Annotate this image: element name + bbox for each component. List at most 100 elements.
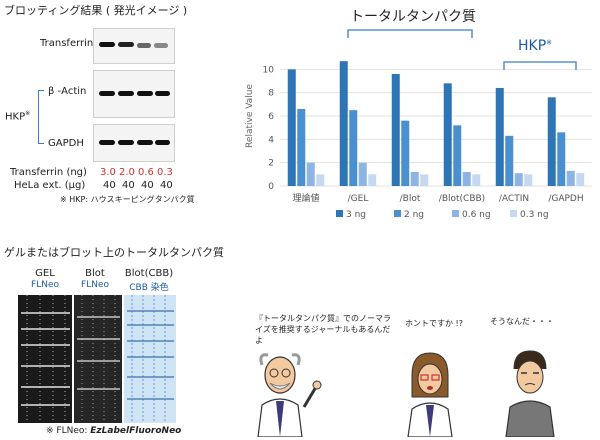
- lane-label-blot: Blot: [85, 268, 105, 279]
- bar: [462, 172, 471, 186]
- bar: [557, 132, 566, 186]
- bar: [443, 83, 452, 186]
- speech-woman: ホントですか !?: [405, 319, 463, 328]
- band: [137, 43, 151, 48]
- bar: [410, 172, 419, 186]
- bar: [453, 125, 462, 186]
- cbb-lanes: [127, 295, 174, 423]
- legend-label: 0.3 ng: [520, 210, 549, 220]
- blot-panel-actin: [93, 70, 175, 118]
- bar: [339, 61, 348, 186]
- lane-sub-blot: FLNeo: [81, 280, 109, 290]
- man-figure: [505, 350, 555, 437]
- blot-section-title: ブロッティング結果 ( 発光イメージ ): [4, 4, 188, 17]
- x-tick-label: /Blot(CBB): [439, 194, 485, 204]
- lane-sub-gel: FLNeo: [31, 280, 59, 290]
- x-tick-label: /GAPDH: [548, 194, 583, 204]
- bar: [287, 69, 296, 186]
- band: [118, 140, 134, 145]
- bar: [358, 162, 367, 186]
- band: [137, 140, 153, 145]
- x-tick-label: /GEL: [348, 194, 369, 204]
- bar: [524, 174, 533, 186]
- hela-value: 40: [160, 180, 173, 191]
- band: [154, 43, 168, 48]
- bar: [391, 74, 400, 186]
- band: [99, 91, 115, 96]
- bar: [420, 174, 429, 186]
- band: [118, 91, 134, 96]
- blot-panel-transferrin: [93, 28, 175, 64]
- row-label-transferrin: Transferrin: [40, 38, 94, 49]
- gel-section-title: ゲルまたはブロット上のトータルタンパク質: [4, 246, 224, 259]
- bar: [306, 162, 315, 186]
- bar: [401, 120, 410, 186]
- y-axis-label: Relative Value: [245, 84, 255, 148]
- bar: [566, 170, 575, 186]
- lane-label-gel: GEL: [35, 268, 55, 279]
- band: [118, 42, 134, 47]
- bar: [495, 88, 504, 186]
- legend-swatch: [394, 210, 401, 217]
- chart-group-title-hkp: HKP※: [518, 38, 553, 54]
- transferrin-value: 3.0: [100, 167, 116, 178]
- bar: [472, 174, 481, 186]
- cbb-image: [124, 295, 176, 423]
- bar: [297, 109, 306, 186]
- y-tick-label: 4: [268, 135, 274, 145]
- band: [99, 42, 115, 47]
- blot-image: [74, 295, 122, 423]
- bar: [316, 174, 325, 186]
- bar: [349, 110, 358, 186]
- hela-value: 40: [122, 180, 135, 191]
- band: [155, 140, 170, 145]
- legend-label: 2 ng: [404, 210, 424, 220]
- woman-figure: [407, 352, 453, 437]
- transferrin-value: 0.3: [157, 167, 173, 178]
- band: [137, 91, 153, 96]
- bar: [576, 173, 585, 186]
- legend-swatch: [452, 210, 459, 217]
- y-tick-label: 0: [268, 182, 274, 192]
- flneo-footnote: ※ FLNeo: EzLabelFluoroNeo: [46, 426, 182, 436]
- y-tick-label: 2: [268, 159, 274, 169]
- professor-figure: [257, 353, 322, 437]
- row-label-actin: β -Actin: [48, 86, 87, 97]
- hkp-note: ※ HKP: ハウスキーピングタンパク質: [60, 195, 195, 204]
- hela-ext-label: HeLa ext. (µg): [14, 180, 86, 191]
- y-tick-label: 6: [268, 112, 274, 122]
- group-bracket: [503, 61, 577, 70]
- hkp-bracket: [38, 90, 44, 144]
- hkp-label: HKP※: [5, 110, 31, 123]
- blot-panel-gapdh: [93, 124, 175, 162]
- bar: [505, 135, 514, 186]
- y-tick-label: 10: [263, 65, 275, 75]
- legend-label: 3 ng: [346, 210, 366, 220]
- bar: [547, 97, 556, 186]
- lane-sub-cbb: CBB 染色: [129, 283, 169, 293]
- hela-value: 40: [103, 180, 116, 191]
- gel-image: [18, 295, 72, 423]
- group-bracket: [347, 29, 473, 38]
- bar: [514, 173, 523, 186]
- legend-label: 0.6 ng: [462, 210, 491, 220]
- cartoon-characters: [257, 350, 555, 437]
- legend-swatch: [510, 210, 517, 217]
- chart-group-title-total: トータルタンパク質: [350, 9, 476, 25]
- transferrin-value: 2.0: [119, 167, 135, 178]
- x-tick-label: 理論値: [292, 192, 319, 204]
- blot-lanes: [77, 295, 120, 423]
- hela-value: 40: [141, 180, 154, 191]
- speech-professor: 『トータルタンパク質』でのノーマライズを推奨するジャーナルもあるんだよ: [255, 314, 391, 345]
- band: [155, 91, 170, 96]
- legend-swatch: [336, 210, 343, 217]
- bar-chart: 0 2 4 6 8 10 理論値/GEL/Blot/Blot(CBB) /ACTIN/GAP…: [245, 29, 592, 220]
- bar: [368, 174, 377, 186]
- x-tick-label: /Blot: [400, 194, 421, 204]
- lane-label-blot-cbb: Blot(CBB): [124, 268, 174, 279]
- row-label-gapdh: GAPDH: [48, 138, 84, 149]
- transferrin-value: 0.6: [138, 167, 154, 178]
- band: [99, 140, 115, 145]
- speech-man: そうなんだ・・・: [490, 317, 554, 326]
- x-tick-label: /ACTIN: [499, 194, 529, 204]
